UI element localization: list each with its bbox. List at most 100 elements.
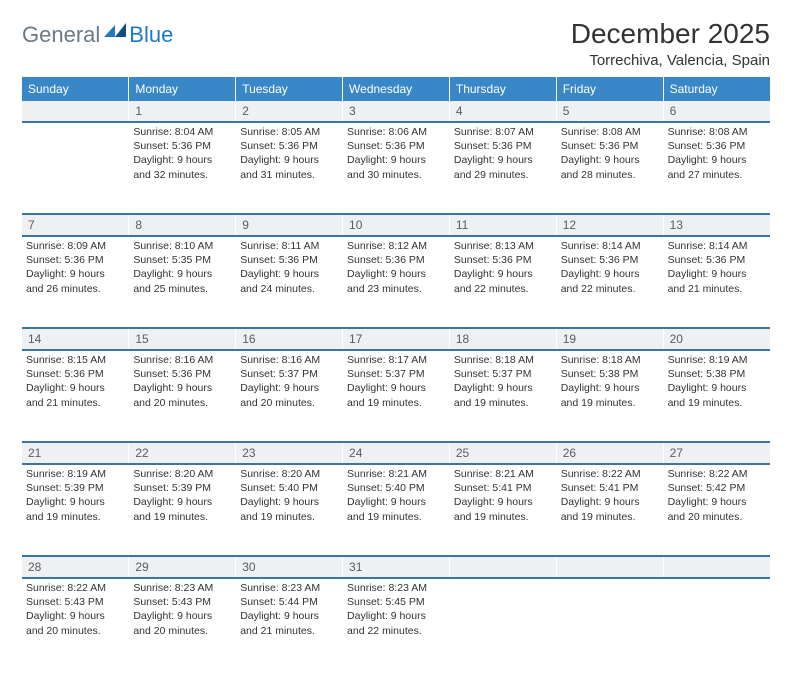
sunset-text: Sunset: 5:36 PM [454, 139, 552, 153]
sunrise-text: Sunrise: 8:18 AM [561, 353, 659, 367]
sunrise-text: Sunrise: 8:20 AM [240, 467, 338, 481]
sunrise-text: Sunrise: 8:06 AM [347, 125, 445, 139]
day-content: Sunrise: 8:06 AMSunset: 5:36 PMDaylight:… [347, 123, 445, 182]
day-cell: Sunrise: 8:18 AMSunset: 5:37 PMDaylight:… [449, 350, 556, 442]
daylight-text: Daylight: 9 hours and 19 minutes. [26, 495, 124, 523]
week-row: Sunrise: 8:09 AMSunset: 5:36 PMDaylight:… [22, 236, 770, 328]
day-cell: Sunrise: 8:15 AMSunset: 5:36 PMDaylight:… [22, 350, 129, 442]
logo-text-general: General [22, 22, 100, 48]
daylight-text: Daylight: 9 hours and 21 minutes. [240, 609, 338, 637]
day-cell: Sunrise: 8:08 AMSunset: 5:36 PMDaylight:… [663, 122, 770, 214]
weekday-header: Friday [556, 77, 663, 101]
day-cell: Sunrise: 8:22 AMSunset: 5:43 PMDaylight:… [22, 578, 129, 670]
daylight-text: Daylight: 9 hours and 27 minutes. [668, 153, 766, 181]
day-cell: Sunrise: 8:12 AMSunset: 5:36 PMDaylight:… [343, 236, 450, 328]
sunset-text: Sunset: 5:39 PM [133, 481, 231, 495]
daylight-text: Daylight: 9 hours and 19 minutes. [240, 495, 338, 523]
week-row: Sunrise: 8:04 AMSunset: 5:36 PMDaylight:… [22, 122, 770, 214]
sunrise-text: Sunrise: 8:14 AM [561, 239, 659, 253]
logo-text-blue: Blue [129, 22, 173, 48]
day-cell: Sunrise: 8:14 AMSunset: 5:36 PMDaylight:… [663, 236, 770, 328]
day-cell: Sunrise: 8:19 AMSunset: 5:38 PMDaylight:… [663, 350, 770, 442]
sunrise-text: Sunrise: 8:07 AM [454, 125, 552, 139]
day-number [22, 101, 129, 122]
sunrise-text: Sunrise: 8:21 AM [347, 467, 445, 481]
sunset-text: Sunset: 5:40 PM [347, 481, 445, 495]
sunset-text: Sunset: 5:43 PM [133, 595, 231, 609]
day-number: 4 [449, 101, 556, 122]
day-cell: Sunrise: 8:08 AMSunset: 5:36 PMDaylight:… [556, 122, 663, 214]
daynum-row: 21222324252627 [22, 442, 770, 464]
daylight-text: Daylight: 9 hours and 21 minutes. [668, 267, 766, 295]
sunrise-text: Sunrise: 8:16 AM [240, 353, 338, 367]
sunset-text: Sunset: 5:36 PM [240, 253, 338, 267]
daylight-text: Daylight: 9 hours and 20 minutes. [133, 609, 231, 637]
day-number: 9 [236, 214, 343, 236]
sunrise-text: Sunrise: 8:22 AM [561, 467, 659, 481]
daylight-text: Daylight: 9 hours and 26 minutes. [26, 267, 124, 295]
day-content: Sunrise: 8:05 AMSunset: 5:36 PMDaylight:… [240, 123, 338, 182]
sunset-text: Sunset: 5:42 PM [668, 481, 766, 495]
daylight-text: Daylight: 9 hours and 19 minutes. [454, 381, 552, 409]
day-content: Sunrise: 8:15 AMSunset: 5:36 PMDaylight:… [26, 351, 124, 410]
day-content: Sunrise: 8:22 AMSunset: 5:43 PMDaylight:… [26, 579, 124, 638]
day-number: 1 [129, 101, 236, 122]
week-row: Sunrise: 8:15 AMSunset: 5:36 PMDaylight:… [22, 350, 770, 442]
sunrise-text: Sunrise: 8:11 AM [240, 239, 338, 253]
day-number: 26 [556, 442, 663, 464]
sunset-text: Sunset: 5:36 PM [347, 253, 445, 267]
sunset-text: Sunset: 5:36 PM [26, 367, 124, 381]
sunset-text: Sunset: 5:36 PM [26, 253, 124, 267]
day-number: 5 [556, 101, 663, 122]
day-content: Sunrise: 8:13 AMSunset: 5:36 PMDaylight:… [454, 237, 552, 296]
sunset-text: Sunset: 5:44 PM [240, 595, 338, 609]
day-cell [22, 122, 129, 214]
day-number: 12 [556, 214, 663, 236]
sunrise-text: Sunrise: 8:12 AM [347, 239, 445, 253]
day-content: Sunrise: 8:09 AMSunset: 5:36 PMDaylight:… [26, 237, 124, 296]
daylight-text: Daylight: 9 hours and 22 minutes. [347, 609, 445, 637]
calendar-table: Sunday Monday Tuesday Wednesday Thursday… [22, 77, 770, 670]
sunset-text: Sunset: 5:41 PM [561, 481, 659, 495]
day-cell: Sunrise: 8:05 AMSunset: 5:36 PMDaylight:… [236, 122, 343, 214]
day-content: Sunrise: 8:16 AMSunset: 5:37 PMDaylight:… [240, 351, 338, 410]
day-cell: Sunrise: 8:09 AMSunset: 5:36 PMDaylight:… [22, 236, 129, 328]
daylight-text: Daylight: 9 hours and 22 minutes. [561, 267, 659, 295]
day-cell: Sunrise: 8:20 AMSunset: 5:40 PMDaylight:… [236, 464, 343, 556]
day-cell: Sunrise: 8:22 AMSunset: 5:41 PMDaylight:… [556, 464, 663, 556]
sunset-text: Sunset: 5:38 PM [668, 367, 766, 381]
sunrise-text: Sunrise: 8:10 AM [133, 239, 231, 253]
day-number: 25 [449, 442, 556, 464]
sunrise-text: Sunrise: 8:14 AM [668, 239, 766, 253]
day-content: Sunrise: 8:17 AMSunset: 5:37 PMDaylight:… [347, 351, 445, 410]
sunrise-text: Sunrise: 8:18 AM [454, 353, 552, 367]
sunset-text: Sunset: 5:37 PM [454, 367, 552, 381]
sunrise-text: Sunrise: 8:08 AM [561, 125, 659, 139]
sunrise-text: Sunrise: 8:22 AM [26, 581, 124, 595]
sunset-text: Sunset: 5:36 PM [133, 367, 231, 381]
day-cell: Sunrise: 8:14 AMSunset: 5:36 PMDaylight:… [556, 236, 663, 328]
day-number: 18 [449, 328, 556, 350]
day-cell: Sunrise: 8:18 AMSunset: 5:38 PMDaylight:… [556, 350, 663, 442]
day-content: Sunrise: 8:04 AMSunset: 5:36 PMDaylight:… [133, 123, 231, 182]
sunset-text: Sunset: 5:36 PM [668, 253, 766, 267]
day-cell: Sunrise: 8:23 AMSunset: 5:45 PMDaylight:… [343, 578, 450, 670]
day-content: Sunrise: 8:12 AMSunset: 5:36 PMDaylight:… [347, 237, 445, 296]
daylight-text: Daylight: 9 hours and 20 minutes. [668, 495, 766, 523]
sunset-text: Sunset: 5:36 PM [454, 253, 552, 267]
daylight-text: Daylight: 9 hours and 19 minutes. [133, 495, 231, 523]
sunrise-text: Sunrise: 8:09 AM [26, 239, 124, 253]
day-number: 24 [343, 442, 450, 464]
daylight-text: Daylight: 9 hours and 23 minutes. [347, 267, 445, 295]
sunset-text: Sunset: 5:36 PM [668, 139, 766, 153]
sunset-text: Sunset: 5:41 PM [454, 481, 552, 495]
day-number: 7 [22, 214, 129, 236]
day-number: 10 [343, 214, 450, 236]
daylight-text: Daylight: 9 hours and 30 minutes. [347, 153, 445, 181]
daylight-text: Daylight: 9 hours and 31 minutes. [240, 153, 338, 181]
day-number [663, 556, 770, 578]
daylight-text: Daylight: 9 hours and 19 minutes. [561, 495, 659, 523]
sunrise-text: Sunrise: 8:23 AM [240, 581, 338, 595]
weekday-header: Tuesday [236, 77, 343, 101]
weekday-header: Thursday [449, 77, 556, 101]
